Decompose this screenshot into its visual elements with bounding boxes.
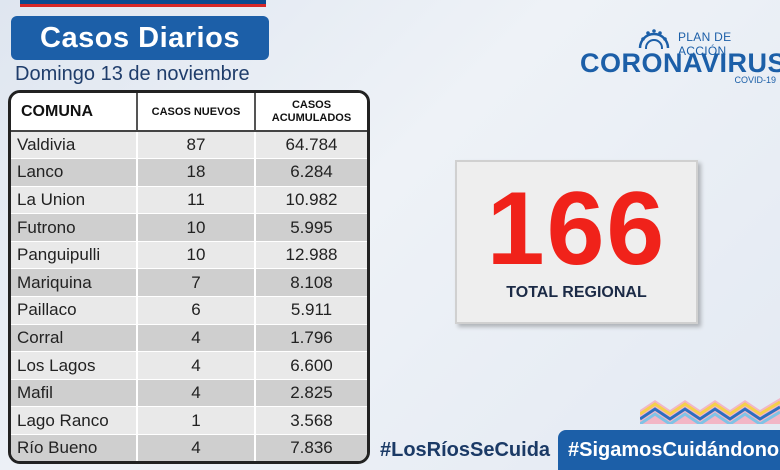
flag-stripe-blue <box>20 0 266 4</box>
nuevos-cell: 6 <box>136 296 256 325</box>
column-header-comuna: COMUNA <box>11 93 137 132</box>
table-body: Valdivia 87 64.784 Lanco 18 6.284 La Union 11… <box>11 131 367 461</box>
logo-covid-text: COVID-19 <box>734 75 776 85</box>
acumulados-cell: 5.911 <box>255 296 367 325</box>
acumulados-cell: 7.836 <box>255 434 367 461</box>
comuna-cell: Lanco <box>11 158 137 187</box>
comuna-cell: Valdivia <box>11 131 137 160</box>
table-row: Mariquina 7 8.108 <box>11 268 367 298</box>
comuna-cell: La Union <box>11 186 137 215</box>
nuevos-cell: 87 <box>136 131 256 160</box>
nuevos-cell: 4 <box>136 324 256 353</box>
comuna-cell: Panguipulli <box>11 241 137 270</box>
logo-plan-text: PLAN DE ACCIÓN <box>678 30 732 58</box>
total-regional-value: 166 <box>486 171 667 287</box>
total-regional-label: TOTAL REGIONAL <box>506 284 647 301</box>
nuevos-cell: 10 <box>136 213 256 242</box>
flag-stripe-red <box>20 4 266 7</box>
nuevos-cell: 11 <box>136 186 256 215</box>
nuevos-cell: 10 <box>136 241 256 270</box>
table-row: Valdivia 87 64.784 <box>11 131 367 160</box>
table-row: Lanco 18 6.284 <box>11 158 367 187</box>
table-header-row: COMUNA CASOS NUEVOS CASOS ACUMULADOS <box>11 93 367 132</box>
acumulados-cell: 8.108 <box>255 268 367 298</box>
table-row: Paillaco 6 5.911 <box>11 296 367 325</box>
acumulados-cell: 1.796 <box>255 324 367 353</box>
comuna-cell: Mafil <box>11 379 137 408</box>
table-row: Los Lagos 4 6.600 <box>11 351 367 380</box>
page-title: Casos Diarios <box>11 16 269 60</box>
table-row: Mafil 4 2.825 <box>11 379 367 408</box>
acumulados-cell: 5.995 <box>255 213 367 242</box>
acumulados-cell: 10.982 <box>255 186 367 215</box>
nuevos-cell: 4 <box>136 434 256 461</box>
acumulados-cell: 12.988 <box>255 241 367 270</box>
decorative-waves <box>640 398 780 424</box>
coronavirus-plan-logo: PLAN DE ACCIÓN CORONAVIRUS COVID-19 <box>578 27 780 87</box>
comuna-cell: Los Lagos <box>11 351 137 380</box>
hashtag-los-rios: #LosRíosSeCuida <box>380 439 551 461</box>
total-regional-card: 166 TOTAL REGIONAL <box>455 160 698 324</box>
cases-table: COMUNA CASOS NUEVOS CASOS ACUMULADOS Val… <box>8 90 370 464</box>
acumulados-cell: 64.784 <box>255 131 367 160</box>
acumulados-cell: 6.284 <box>255 158 367 187</box>
virus-icon <box>638 29 670 49</box>
table-row: Futrono 10 5.995 <box>11 213 367 242</box>
nuevos-cell: 7 <box>136 268 256 298</box>
column-header-casos-nuevos: CASOS NUEVOS <box>136 93 256 132</box>
comuna-cell: Futrono <box>11 213 137 242</box>
nuevos-cell: 1 <box>136 406 256 436</box>
table-row: Panguipulli 10 12.988 <box>11 241 367 270</box>
logo-coronavirus-text: CORONAVIRUS <box>580 48 780 78</box>
table-row: La Union 11 10.982 <box>11 186 367 215</box>
table-row: Lago Ranco 1 3.568 <box>11 406 367 436</box>
comuna-cell: Río Bueno <box>11 434 137 461</box>
nuevos-cell: 4 <box>136 351 256 380</box>
hashtag-sigamos-cuidandonos: #SigamosCuidándonos <box>558 430 780 470</box>
report-date: Domingo 13 de noviembre <box>15 63 250 85</box>
column-header-casos: CASOS <box>291 98 332 111</box>
acumulados-cell: 2.825 <box>255 379 367 408</box>
comuna-cell: Corral <box>11 324 137 353</box>
table-row: Corral 4 1.796 <box>11 324 367 353</box>
comuna-cell: Lago Ranco <box>11 406 137 436</box>
nuevos-cell: 4 <box>136 379 256 408</box>
table-row: Río Bueno 4 7.836 <box>11 434 367 461</box>
column-header-casos-acumulados: CASOS ACUMULADOS <box>255 93 367 132</box>
acumulados-cell: 6.600 <box>255 351 367 380</box>
comuna-cell: Paillaco <box>11 296 137 325</box>
acumulados-cell: 3.568 <box>255 406 367 436</box>
column-header-acumulados: ACUMULADOS <box>271 111 352 124</box>
flag-stripe <box>20 0 266 8</box>
comuna-cell: Mariquina <box>11 268 137 298</box>
nuevos-cell: 18 <box>136 158 256 187</box>
